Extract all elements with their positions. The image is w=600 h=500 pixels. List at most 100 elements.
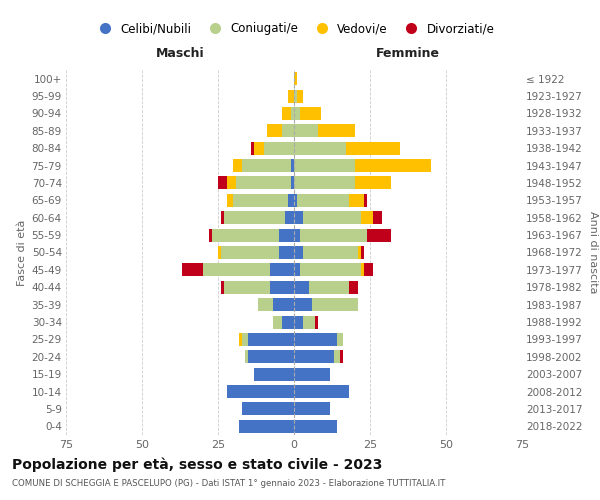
Bar: [239, 420, 294, 433]
Bar: [315, 316, 319, 328]
Bar: [355, 159, 431, 172]
Bar: [212, 228, 279, 241]
Bar: [367, 228, 391, 241]
Bar: [294, 280, 309, 294]
Bar: [263, 142, 294, 154]
Bar: [294, 142, 346, 154]
Bar: [373, 211, 382, 224]
Bar: [282, 107, 291, 120]
Bar: [279, 228, 294, 241]
Bar: [300, 107, 322, 120]
Bar: [254, 368, 294, 380]
Bar: [337, 333, 343, 346]
Bar: [300, 228, 367, 241]
Bar: [294, 176, 355, 190]
Bar: [242, 333, 248, 346]
Bar: [251, 142, 254, 154]
Bar: [285, 211, 294, 224]
Bar: [233, 194, 288, 207]
Bar: [221, 246, 279, 259]
Bar: [364, 264, 373, 276]
Bar: [291, 107, 294, 120]
Text: Popolazione per età, sesso e stato civile - 2023: Popolazione per età, sesso e stato civil…: [12, 458, 382, 472]
Bar: [294, 194, 297, 207]
Bar: [297, 194, 349, 207]
Bar: [248, 350, 294, 364]
Bar: [266, 124, 282, 138]
Bar: [279, 246, 294, 259]
Text: COMUNE DI SCHEGGIA E PASCELUPO (PG) - Dati ISTAT 1° gennaio 2023 - Elaborazione : COMUNE DI SCHEGGIA E PASCELUPO (PG) - Da…: [12, 479, 445, 488]
Bar: [209, 228, 212, 241]
Bar: [361, 264, 364, 276]
Bar: [218, 246, 221, 259]
Bar: [355, 176, 391, 190]
Bar: [294, 402, 331, 415]
Y-axis label: Fasce di età: Fasce di età: [17, 220, 28, 286]
Bar: [288, 90, 294, 102]
Legend: Celibi/Nubili, Coniugati/e, Vedovi/e, Divorziati/e: Celibi/Nubili, Coniugati/e, Vedovi/e, Di…: [89, 18, 499, 40]
Bar: [294, 316, 303, 328]
Bar: [297, 90, 303, 102]
Bar: [221, 211, 224, 224]
Bar: [182, 264, 203, 276]
Bar: [224, 280, 269, 294]
Y-axis label: Anni di nascita: Anni di nascita: [589, 211, 598, 294]
Bar: [291, 159, 294, 172]
Bar: [294, 264, 300, 276]
Bar: [294, 72, 297, 85]
Bar: [294, 298, 312, 311]
Bar: [303, 246, 358, 259]
Bar: [291, 176, 294, 190]
Bar: [361, 246, 364, 259]
Bar: [294, 246, 303, 259]
Bar: [233, 159, 242, 172]
Text: Femmine: Femmine: [376, 46, 440, 60]
Bar: [340, 350, 343, 364]
Bar: [224, 211, 285, 224]
Bar: [221, 280, 224, 294]
Bar: [361, 211, 373, 224]
Bar: [349, 280, 358, 294]
Bar: [294, 333, 337, 346]
Bar: [269, 264, 294, 276]
Bar: [269, 280, 294, 294]
Bar: [294, 385, 349, 398]
Bar: [254, 142, 263, 154]
Bar: [227, 385, 294, 398]
Bar: [300, 264, 361, 276]
Bar: [294, 228, 300, 241]
Bar: [273, 316, 282, 328]
Bar: [303, 316, 315, 328]
Bar: [257, 298, 273, 311]
Bar: [236, 176, 291, 190]
Bar: [309, 280, 349, 294]
Bar: [294, 107, 300, 120]
Bar: [294, 159, 355, 172]
Bar: [303, 211, 361, 224]
Bar: [227, 194, 233, 207]
Bar: [245, 350, 248, 364]
Bar: [312, 298, 358, 311]
Bar: [248, 333, 294, 346]
Bar: [294, 350, 334, 364]
Bar: [282, 316, 294, 328]
Bar: [294, 368, 331, 380]
Bar: [242, 159, 291, 172]
Bar: [242, 402, 294, 415]
Bar: [294, 420, 337, 433]
Bar: [349, 194, 364, 207]
Bar: [364, 194, 367, 207]
Bar: [227, 176, 236, 190]
Bar: [358, 246, 361, 259]
Bar: [239, 333, 242, 346]
Bar: [288, 194, 294, 207]
Bar: [294, 124, 319, 138]
Bar: [334, 350, 340, 364]
Bar: [218, 176, 227, 190]
Bar: [282, 124, 294, 138]
Text: Maschi: Maschi: [155, 46, 205, 60]
Bar: [294, 90, 297, 102]
Bar: [294, 211, 303, 224]
Bar: [203, 264, 269, 276]
Bar: [346, 142, 400, 154]
